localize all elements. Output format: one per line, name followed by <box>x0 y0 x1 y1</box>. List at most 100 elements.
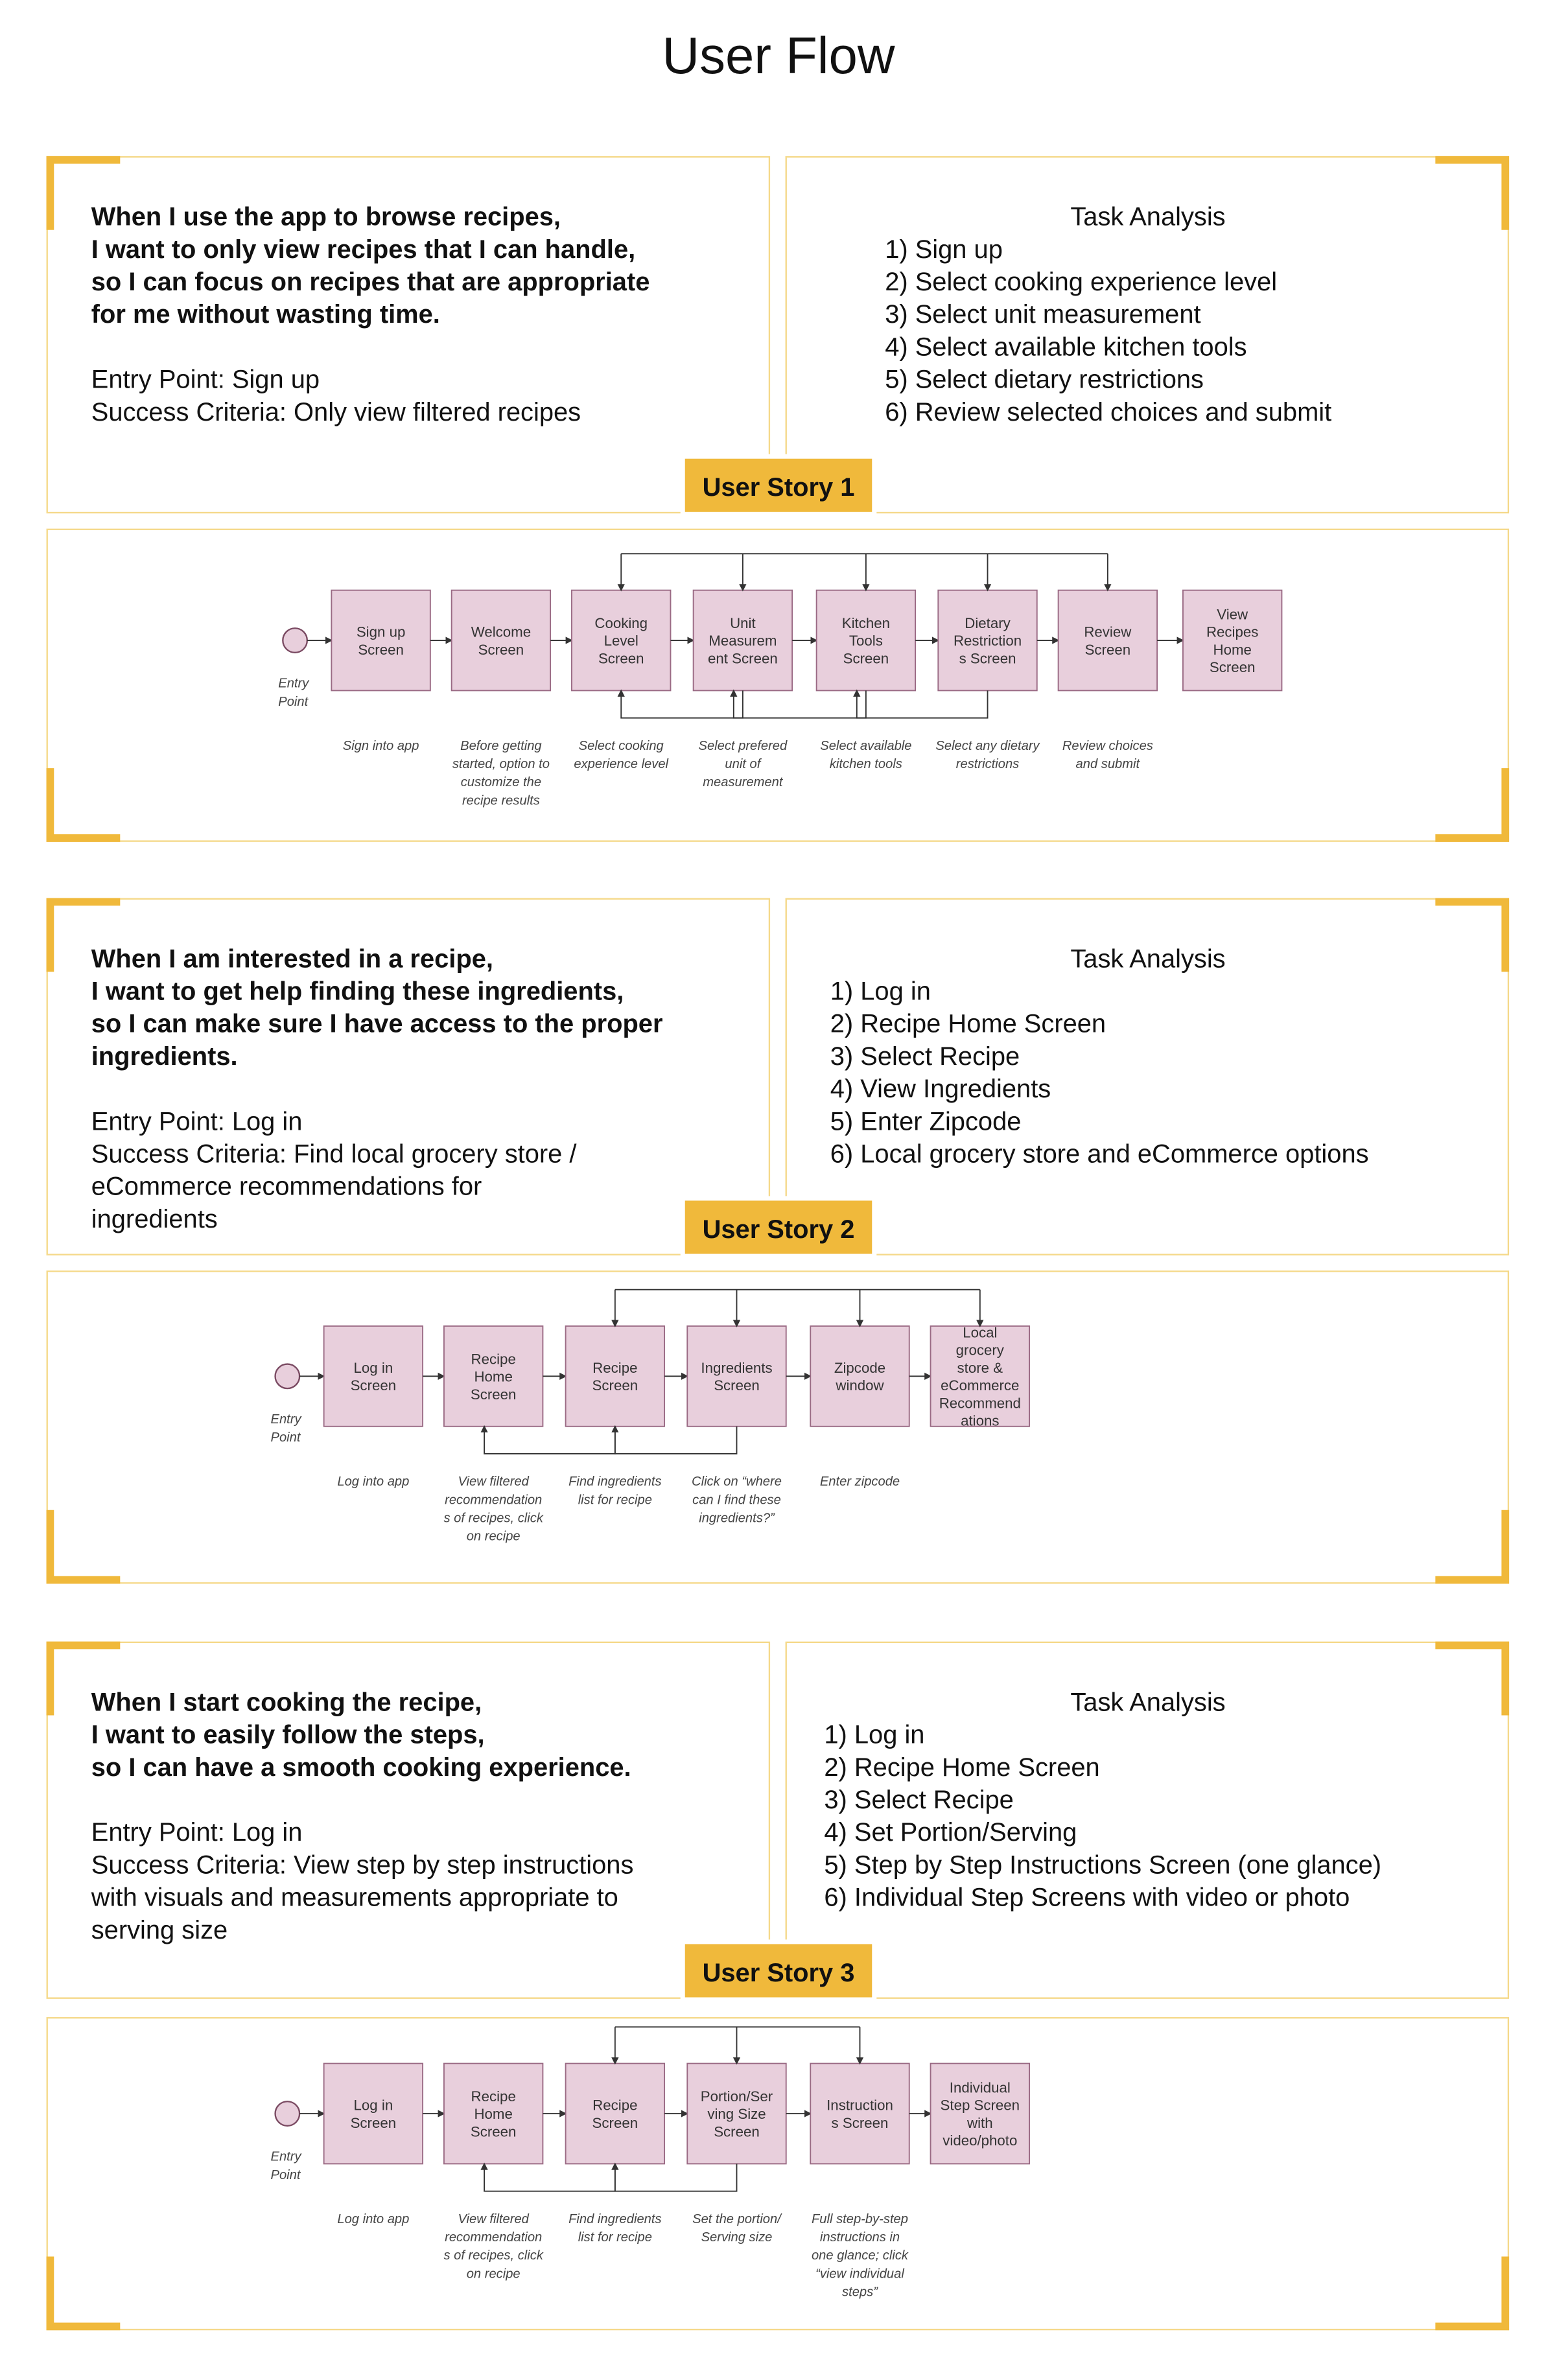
node-label: Restriction <box>954 633 1022 649</box>
flow-node <box>810 1325 910 1427</box>
node-label: Screen <box>592 2115 638 2131</box>
node-caption: Select available <box>820 739 911 753</box>
node-label: Recipe <box>471 2088 516 2105</box>
node-label: Ingredients <box>701 1360 772 1376</box>
node-label: Individual <box>950 2079 1011 2095</box>
node-label: Screen <box>478 642 524 658</box>
task-title: Task Analysis <box>1070 203 1225 231</box>
node-label: Screen <box>351 2115 397 2131</box>
flow-node <box>686 1325 787 1427</box>
node-label: Kitchen <box>842 615 890 631</box>
flow-node <box>565 2062 666 2165</box>
flow-box <box>46 2017 1510 2331</box>
node-caption: can I find these <box>692 1493 781 1507</box>
node-caption: Full step-by-step <box>812 2212 908 2226</box>
node-label: Portion/Ser <box>701 2088 773 2105</box>
detail-line: Success Criteria: Only view filtered rec… <box>91 398 581 426</box>
entry-point <box>274 2101 301 2127</box>
back-arrow <box>480 2162 616 2192</box>
node-caption: Select cooking <box>579 739 664 753</box>
entry-label: Entry <box>271 1412 303 1427</box>
node-label: Local <box>963 1325 997 1341</box>
node-label: s Screen <box>832 2115 889 2131</box>
story-line: When I am interested in a recipe, <box>91 944 493 973</box>
corner-bracket <box>1435 2256 1510 2331</box>
back-arrow <box>730 689 867 719</box>
corner-bracket <box>46 156 121 230</box>
corner-bracket <box>1435 156 1510 230</box>
task-box <box>785 1641 1510 1999</box>
back-arrow <box>611 1425 738 1454</box>
node-label: Measurem <box>708 633 777 649</box>
entry-label: Point <box>271 1430 301 1445</box>
back-arrow <box>853 689 989 719</box>
node-caption: list for recipe <box>578 2230 652 2245</box>
entry-label: Entry <box>278 677 310 691</box>
detail-line: Entry Point: Log in <box>91 1818 303 1847</box>
flow-node <box>565 1325 666 1427</box>
story-label: User Story 2 <box>703 1215 855 1244</box>
node-caption: Log into app <box>337 2212 409 2226</box>
node-caption: customize the <box>461 775 541 789</box>
story-label-box <box>680 1196 877 1259</box>
flow-node <box>451 589 552 692</box>
task-item: 1) Sign up <box>885 235 1003 264</box>
corner-bracket <box>1435 1641 1510 1716</box>
node-label: Recipes <box>1206 624 1258 640</box>
flow-node <box>686 2062 787 2165</box>
node-label: Screen <box>351 1377 397 1394</box>
node-label: Recipe <box>592 2097 637 2114</box>
task-item: 4) Select available kitchen tools <box>885 332 1247 361</box>
flow-node <box>331 589 431 692</box>
node-caption: experience level <box>574 757 668 771</box>
corner-bracket <box>46 2256 121 2331</box>
node-label: Screen <box>471 1386 517 1403</box>
node-label: Screen <box>714 1377 760 1394</box>
entry-point <box>282 627 309 653</box>
flow-node <box>571 589 672 692</box>
node-caption: Enter zipcode <box>820 1475 900 1489</box>
node-label: Dietary <box>965 615 1011 631</box>
page-title: User Flow <box>662 27 895 84</box>
story-line: I want to only view recipes that I can h… <box>91 235 635 264</box>
node-caption: Sign into app <box>343 739 419 753</box>
node-caption: ingredients?” <box>699 1511 775 1526</box>
corner-bracket <box>46 1510 121 1584</box>
corner-bracket <box>1435 1510 1510 1584</box>
story-label: User Story 1 <box>703 473 855 502</box>
story-label-box <box>680 454 877 517</box>
node-caption: measurement <box>703 775 784 789</box>
node-label: Sign up <box>357 624 406 640</box>
node-label: Screen <box>358 642 404 658</box>
node-caption: steps” <box>842 2285 878 2299</box>
node-label: Screen <box>714 2123 760 2140</box>
node-caption: recipe results <box>462 793 540 808</box>
corner-bracket <box>46 898 121 972</box>
task-box <box>785 898 1510 1255</box>
node-label: Tools <box>849 633 883 649</box>
node-label: ving Size <box>707 2106 766 2122</box>
node-caption: on recipe <box>467 1530 521 1544</box>
flow-box <box>46 528 1510 842</box>
task-item: 4) View Ingredients <box>830 1075 1051 1103</box>
node-caption: “view individual <box>815 2267 904 2281</box>
corner-bracket <box>46 768 121 842</box>
corner-bracket <box>46 1641 121 1716</box>
entry-label: Point <box>278 695 309 709</box>
node-caption: Find ingredients <box>568 2212 661 2226</box>
flow-node <box>443 2062 544 2165</box>
detail-line: Entry Point: Log in <box>91 1107 303 1136</box>
node-caption: one glance; click <box>812 2248 909 2263</box>
node-label: ations <box>961 1413 999 1429</box>
node-label: s Screen <box>959 650 1016 666</box>
node-label: Screen <box>592 1377 638 1394</box>
task-item: 4) Set Portion/Serving <box>824 1818 1077 1847</box>
node-label: Home <box>1213 642 1251 658</box>
node-caption: kitchen tools <box>830 757 902 771</box>
node-caption: s of recipes, click <box>443 2248 543 2263</box>
task-title: Task Analysis <box>1070 944 1225 973</box>
node-label: Screen <box>1210 659 1256 675</box>
node-label: grocery <box>956 1342 1005 1359</box>
node-label: Recommend <box>939 1395 1021 1411</box>
task-item: 2) Recipe Home Screen <box>830 1010 1106 1038</box>
